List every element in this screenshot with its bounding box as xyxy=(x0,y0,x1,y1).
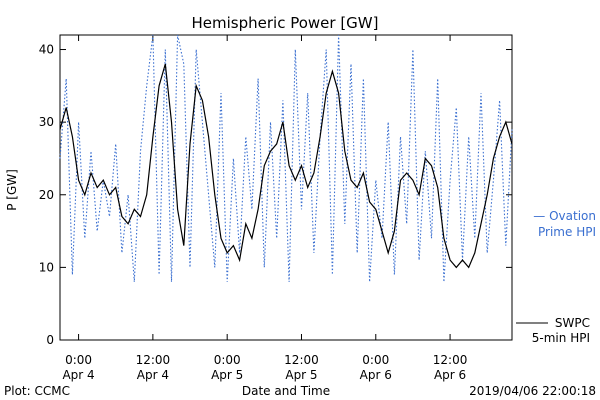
x-tick-label: Apr 4 xyxy=(62,368,94,382)
x-tick-label: Apr 6 xyxy=(360,368,392,382)
x-tick-label: 0:00 xyxy=(65,353,92,367)
y-tick-label: 0 xyxy=(46,333,54,347)
y-tick-label: 20 xyxy=(39,188,54,202)
x-tick-label: 12:00 xyxy=(136,353,171,367)
x-tick-label: Apr 5 xyxy=(285,368,317,382)
y-tick-label: 40 xyxy=(39,43,54,57)
plot-frame xyxy=(59,34,513,341)
x-tick-label: 12:00 xyxy=(433,353,468,367)
legend-ovation-label: Prime HPI xyxy=(538,225,596,239)
y-ticks: 0 10 20 30 40 xyxy=(39,43,512,347)
x-tick-label: Apr 4 xyxy=(137,368,169,382)
y-tick-label: 10 xyxy=(39,260,54,274)
x-axis-label: Date and Time xyxy=(242,384,330,398)
footer-left: Plot: CCMC xyxy=(4,384,70,398)
legend-ovation-label: — Ovation xyxy=(533,209,596,223)
legend-swpc-label: SWPC xyxy=(555,316,590,330)
chart-title: Hemispheric Power [GW] xyxy=(192,14,379,32)
x-tick-label: 12:00 xyxy=(284,353,319,367)
x-tick-label: 0:00 xyxy=(214,353,241,367)
plot-area xyxy=(59,34,513,341)
series-line-ovation xyxy=(59,34,513,282)
legend-swpc-label: 5-min HPI xyxy=(532,331,590,345)
footer-right: 2019/04/06 22:00:18 xyxy=(469,384,596,398)
series-layer xyxy=(59,34,513,282)
x-tick-label: Apr 6 xyxy=(434,368,466,382)
y-tick-label: 30 xyxy=(39,115,54,129)
y-axis-label: P [GW] xyxy=(5,169,19,211)
x-tick-label: 0:00 xyxy=(362,353,389,367)
series-line-swpc xyxy=(59,63,513,269)
x-tick-label: Apr 5 xyxy=(211,368,243,382)
